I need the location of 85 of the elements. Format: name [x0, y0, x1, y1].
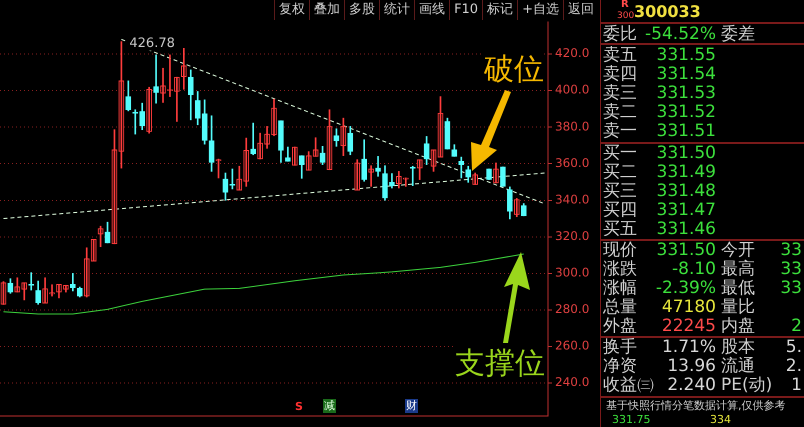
- y-tick-label: 380.0: [555, 119, 590, 134]
- text: 最低: [721, 278, 755, 298]
- text: 5.: [786, 337, 802, 357]
- y-tick-label: 400.0: [555, 82, 590, 97]
- text: 331.52: [656, 102, 716, 122]
- text: 画线: [414, 0, 450, 20]
- text: 300: [617, 11, 634, 21]
- text: 净资: [603, 356, 637, 376]
- text: 卖一: [603, 121, 637, 141]
- text: 卖五: [603, 45, 637, 65]
- text: -2.39%: [656, 278, 716, 298]
- text: PE(动): [721, 375, 772, 395]
- y-tick-label: 340.0: [555, 192, 590, 206]
- text: 现价: [603, 240, 637, 260]
- text: 331.46: [656, 219, 716, 239]
- text: 2.: [786, 356, 802, 376]
- y-tick-label: 260.0: [555, 338, 590, 353]
- text: 22245: [662, 316, 716, 336]
- text: 33: [780, 278, 802, 298]
- text: 返回: [563, 0, 598, 20]
- text: 2: [791, 316, 802, 336]
- text: +自选: [517, 0, 563, 20]
- text: 委差: [721, 24, 755, 44]
- text: 1: [791, 375, 802, 395]
- text: 总量: [603, 297, 637, 317]
- text: 1.71%: [662, 337, 716, 357]
- text: 331.51: [656, 121, 716, 141]
- text: 331.75: [612, 413, 650, 426]
- text: 331.54: [656, 64, 716, 84]
- text: 内盘: [721, 316, 755, 336]
- text: 卖四: [603, 64, 637, 84]
- text: 300033: [634, 2, 701, 21]
- annotation: 减: [323, 399, 336, 413]
- text: 换手: [603, 337, 637, 357]
- text: 委比: [603, 24, 637, 44]
- text: 33: [780, 240, 802, 260]
- text: 334: [710, 413, 731, 426]
- text: 收益㈢: [603, 375, 654, 395]
- y-tick-label: 360.0: [555, 156, 590, 170]
- text: 331.55: [656, 45, 716, 65]
- text: 331.48: [656, 181, 716, 201]
- annotation: 财: [405, 399, 418, 413]
- text: R: [621, 0, 629, 10]
- text: 33: [780, 259, 802, 279]
- text: 331.50: [656, 143, 716, 163]
- text: F10: [449, 0, 482, 20]
- text: 今开: [721, 240, 755, 260]
- text: 量比: [721, 297, 755, 317]
- text: 13.96: [667, 356, 716, 376]
- text: -54.52%: [645, 24, 716, 44]
- y-tick-label: 320.0: [555, 228, 590, 243]
- text: 基于快照行情分笔数据计算,仅供参考: [606, 399, 786, 413]
- text: 股本: [721, 337, 755, 357]
- text: 统计: [379, 0, 414, 20]
- text: 标记: [482, 0, 518, 20]
- text: 331.47: [656, 200, 716, 220]
- text: 流通: [721, 356, 755, 376]
- y-tick-label: 280.0: [555, 302, 590, 316]
- text: -8.10: [672, 259, 716, 279]
- annotation: 支撑位: [455, 346, 545, 382]
- text: 331.53: [656, 83, 716, 103]
- text: 多股: [344, 0, 380, 20]
- text: 叠加: [309, 0, 344, 20]
- text: 涨跌: [603, 259, 637, 279]
- text: 卖二: [603, 102, 637, 122]
- text: 外盘: [603, 316, 637, 336]
- text: 涨幅: [603, 278, 637, 298]
- annotation: 426.78: [129, 36, 175, 51]
- y-tick-label: 420.0: [555, 46, 590, 60]
- text: 买四: [603, 200, 637, 220]
- text: 复权: [274, 0, 310, 20]
- text: 买五: [603, 219, 637, 239]
- text: 331.50: [656, 240, 716, 260]
- text: 卖三: [603, 83, 637, 103]
- text: 买一: [603, 143, 637, 163]
- text: 买二: [603, 162, 637, 182]
- annotation: 破位: [484, 52, 544, 88]
- text: 47180: [662, 297, 716, 317]
- text: 最高: [721, 259, 755, 279]
- text: 买三: [603, 181, 637, 201]
- y-tick-label: 300.0: [555, 266, 590, 280]
- text: 2.240: [667, 375, 716, 395]
- y-tick-label: 240.0: [555, 375, 590, 390]
- text: 331.49: [656, 162, 716, 182]
- annotation: S: [295, 400, 303, 413]
